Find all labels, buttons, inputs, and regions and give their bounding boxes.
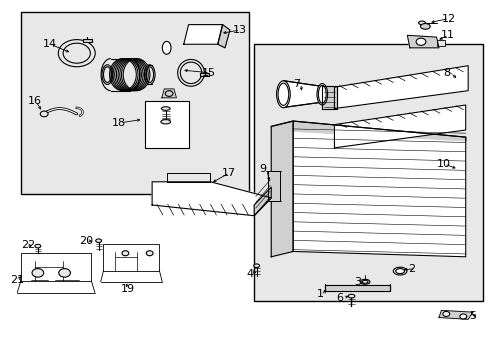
Polygon shape xyxy=(322,86,336,109)
Text: 1: 1 xyxy=(316,289,323,298)
Text: 12: 12 xyxy=(441,14,455,23)
Circle shape xyxy=(459,314,466,319)
Text: 4: 4 xyxy=(246,269,254,279)
Polygon shape xyxy=(254,187,271,216)
Ellipse shape xyxy=(253,264,259,267)
Bar xyxy=(83,39,92,42)
Text: 20: 20 xyxy=(79,236,93,246)
Text: 3: 3 xyxy=(354,277,361,287)
Text: 7: 7 xyxy=(292,78,300,89)
Polygon shape xyxy=(407,35,438,48)
Polygon shape xyxy=(283,81,322,108)
Text: 17: 17 xyxy=(221,168,235,178)
Polygon shape xyxy=(21,253,91,281)
Circle shape xyxy=(146,251,153,256)
Text: 22: 22 xyxy=(21,240,35,250)
Circle shape xyxy=(415,38,425,45)
Polygon shape xyxy=(183,24,222,44)
Text: 2: 2 xyxy=(407,264,414,274)
Text: 19: 19 xyxy=(120,284,134,294)
Ellipse shape xyxy=(360,279,369,284)
Ellipse shape xyxy=(395,269,404,274)
Ellipse shape xyxy=(276,81,289,108)
Text: 9: 9 xyxy=(259,164,265,174)
Ellipse shape xyxy=(162,41,171,54)
Polygon shape xyxy=(334,66,467,109)
Text: 16: 16 xyxy=(28,96,42,107)
Text: 21: 21 xyxy=(10,275,24,285)
Bar xyxy=(436,40,445,46)
Bar xyxy=(200,73,208,76)
Circle shape xyxy=(59,269,70,277)
Text: 8: 8 xyxy=(442,68,449,78)
Circle shape xyxy=(442,311,449,316)
Text: 10: 10 xyxy=(436,159,449,169)
Bar xyxy=(21,12,249,194)
Text: 13: 13 xyxy=(232,25,246,35)
Ellipse shape xyxy=(161,120,170,124)
Bar xyxy=(254,44,482,301)
Ellipse shape xyxy=(35,244,41,248)
Polygon shape xyxy=(271,121,292,257)
Ellipse shape xyxy=(96,239,102,243)
Polygon shape xyxy=(292,121,465,257)
Bar xyxy=(267,171,280,202)
Polygon shape xyxy=(438,310,472,319)
Ellipse shape xyxy=(362,280,367,283)
Text: 11: 11 xyxy=(440,30,454,40)
Circle shape xyxy=(122,251,128,256)
Polygon shape xyxy=(162,89,176,98)
Text: 14: 14 xyxy=(42,39,57,49)
Ellipse shape xyxy=(392,267,406,275)
Bar xyxy=(144,102,188,148)
Text: 15: 15 xyxy=(202,68,216,78)
Circle shape xyxy=(32,269,43,277)
Ellipse shape xyxy=(420,23,429,29)
Text: 5: 5 xyxy=(468,311,476,321)
Ellipse shape xyxy=(316,84,327,105)
Polygon shape xyxy=(217,24,229,48)
Ellipse shape xyxy=(161,107,170,111)
Polygon shape xyxy=(334,105,465,148)
Polygon shape xyxy=(166,173,210,182)
Text: 6: 6 xyxy=(335,293,342,303)
Text: 18: 18 xyxy=(112,118,126,128)
Ellipse shape xyxy=(418,21,425,24)
Polygon shape xyxy=(152,182,271,216)
Ellipse shape xyxy=(347,294,354,298)
Polygon shape xyxy=(324,285,389,291)
Circle shape xyxy=(40,111,48,117)
Polygon shape xyxy=(271,121,465,141)
Polygon shape xyxy=(103,244,159,271)
